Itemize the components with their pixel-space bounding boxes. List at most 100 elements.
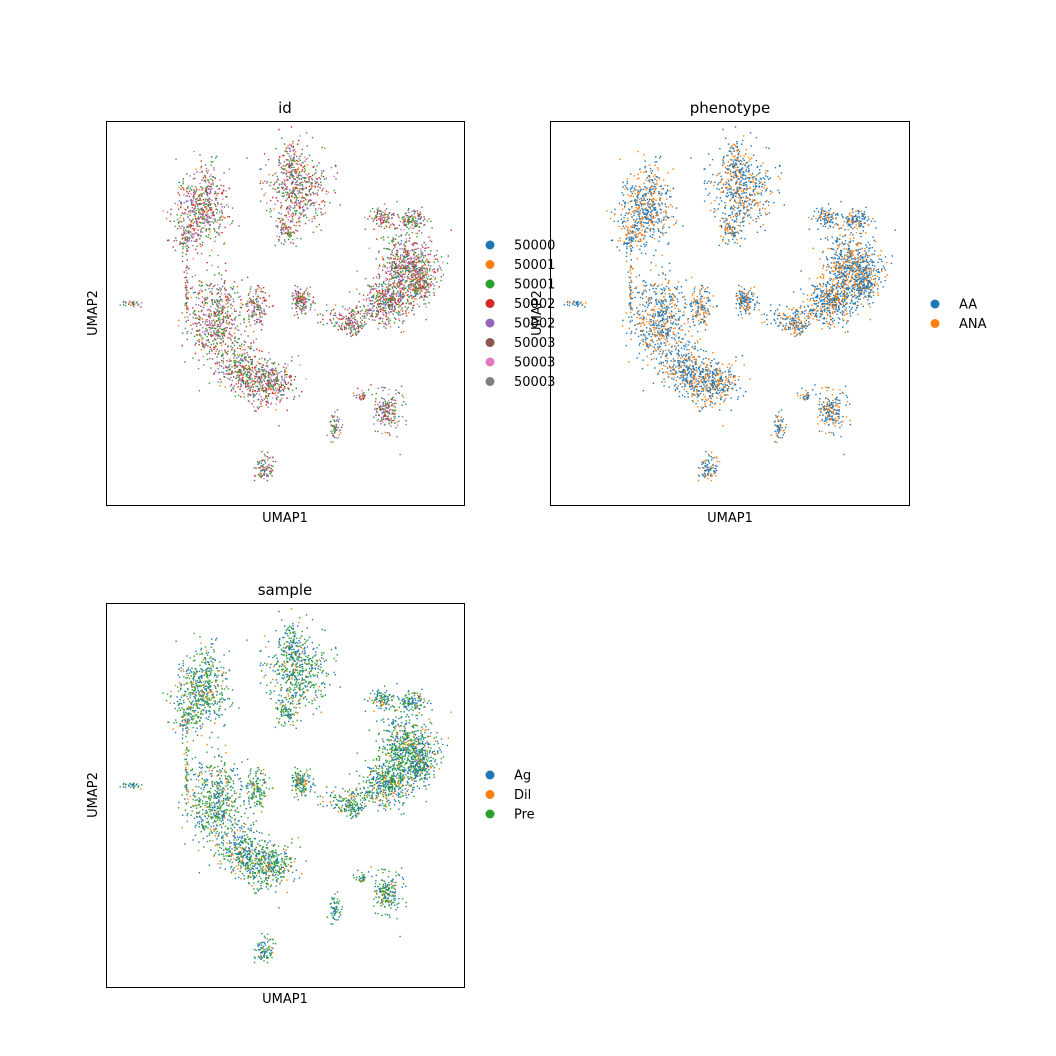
scatter-point bbox=[358, 301, 360, 303]
scatter-point bbox=[218, 273, 220, 275]
scatter-point bbox=[278, 238, 280, 241]
scatter-point bbox=[233, 353, 236, 355]
scatter-point bbox=[420, 255, 422, 257]
scatter-point bbox=[365, 299, 367, 302]
scatter-point bbox=[187, 200, 189, 202]
scatter-point bbox=[400, 229, 402, 231]
scatter-point bbox=[297, 317, 299, 319]
scatter-point bbox=[367, 218, 369, 220]
scatter-point bbox=[312, 174, 314, 176]
scatter-point bbox=[298, 296, 301, 299]
scatter-point bbox=[361, 327, 363, 329]
scatter-point bbox=[382, 295, 384, 298]
scatter-point bbox=[383, 302, 385, 304]
scatter-point bbox=[376, 310, 378, 312]
scatter-point bbox=[439, 267, 441, 269]
scatter-point bbox=[351, 334, 354, 337]
scatter-point bbox=[243, 321, 245, 324]
panel-title: id bbox=[278, 99, 292, 117]
scatter-point bbox=[247, 361, 250, 363]
scatter-point bbox=[398, 311, 401, 313]
scatter-point bbox=[273, 384, 275, 386]
scatter-point bbox=[192, 357, 194, 359]
scatter-point bbox=[199, 243, 201, 245]
scatter-point bbox=[396, 249, 398, 252]
scatter-point bbox=[256, 390, 259, 393]
scatter-point bbox=[191, 235, 193, 238]
scatter-point bbox=[234, 327, 237, 329]
scatter-point bbox=[333, 415, 336, 417]
scatter-point bbox=[294, 178, 296, 180]
scatter-point bbox=[260, 462, 263, 464]
scatter-point bbox=[290, 383, 293, 386]
scatter-point bbox=[258, 349, 261, 352]
scatter-point bbox=[225, 366, 227, 368]
scatter-point bbox=[214, 274, 216, 276]
scatter-point bbox=[418, 271, 421, 274]
scatter-point bbox=[285, 373, 287, 376]
scatter-point bbox=[423, 261, 425, 263]
scatter-point bbox=[379, 303, 381, 305]
scatter-point bbox=[374, 408, 376, 410]
scatter-point bbox=[295, 307, 298, 309]
scatter-point bbox=[196, 245, 198, 247]
scatter-point bbox=[270, 181, 272, 183]
scatter-point bbox=[264, 299, 266, 301]
scatter-point bbox=[412, 307, 414, 309]
scatter-point bbox=[176, 214, 178, 216]
scatter-point bbox=[186, 241, 188, 243]
scatter-point bbox=[272, 391, 274, 393]
scatter-point bbox=[338, 314, 341, 316]
scatter-point bbox=[280, 207, 282, 209]
scatter-point bbox=[411, 221, 413, 224]
scatter-point bbox=[248, 292, 250, 295]
scatter-point bbox=[274, 392, 277, 394]
scatter-point bbox=[228, 378, 231, 381]
scatter-point bbox=[302, 304, 305, 307]
scatter-point bbox=[286, 163, 288, 165]
scatter-point bbox=[305, 158, 307, 160]
scatter-point bbox=[186, 308, 188, 310]
scatter-point bbox=[296, 209, 298, 212]
scatter-point bbox=[182, 187, 184, 189]
scatter-point bbox=[198, 321, 200, 324]
scatter-point bbox=[302, 197, 304, 199]
scatter-point bbox=[386, 248, 389, 250]
scatter-point bbox=[253, 309, 255, 311]
scatter-point bbox=[404, 281, 406, 284]
scatter-point bbox=[259, 313, 261, 315]
scatter-point bbox=[391, 409, 394, 412]
scatter-point bbox=[229, 360, 231, 362]
scatter-point bbox=[268, 464, 270, 466]
scatter-point bbox=[219, 223, 221, 225]
scatter-point bbox=[396, 282, 398, 285]
scatter-point bbox=[276, 383, 279, 385]
scatter-point bbox=[395, 263, 397, 265]
scatter-point bbox=[408, 311, 410, 314]
scatter-point bbox=[258, 461, 261, 464]
scatter-point bbox=[348, 307, 351, 309]
scatter-point bbox=[219, 295, 221, 298]
scatter-point bbox=[375, 414, 377, 416]
scatter-point bbox=[311, 186, 313, 188]
scatter-point bbox=[227, 206, 230, 208]
scatter-point bbox=[210, 192, 212, 194]
scatter-point bbox=[307, 194, 309, 196]
scatter-point bbox=[408, 258, 410, 260]
scatter-point bbox=[294, 204, 296, 207]
scatter-point bbox=[194, 317, 197, 320]
scatter-point bbox=[384, 296, 386, 298]
scatter-point bbox=[216, 308, 218, 311]
scatter-point bbox=[392, 282, 394, 284]
scatter-point bbox=[384, 283, 387, 285]
scatter-point bbox=[256, 285, 259, 287]
scatter-point bbox=[212, 335, 214, 337]
scatter-point bbox=[270, 388, 273, 390]
scatter-point bbox=[177, 192, 179, 194]
scatter-point bbox=[315, 226, 318, 228]
scatter-point bbox=[180, 242, 183, 244]
scatter-point bbox=[264, 462, 267, 464]
scatter-point bbox=[254, 369, 257, 371]
scatter-point bbox=[193, 204, 195, 206]
scatter-point bbox=[179, 241, 181, 243]
